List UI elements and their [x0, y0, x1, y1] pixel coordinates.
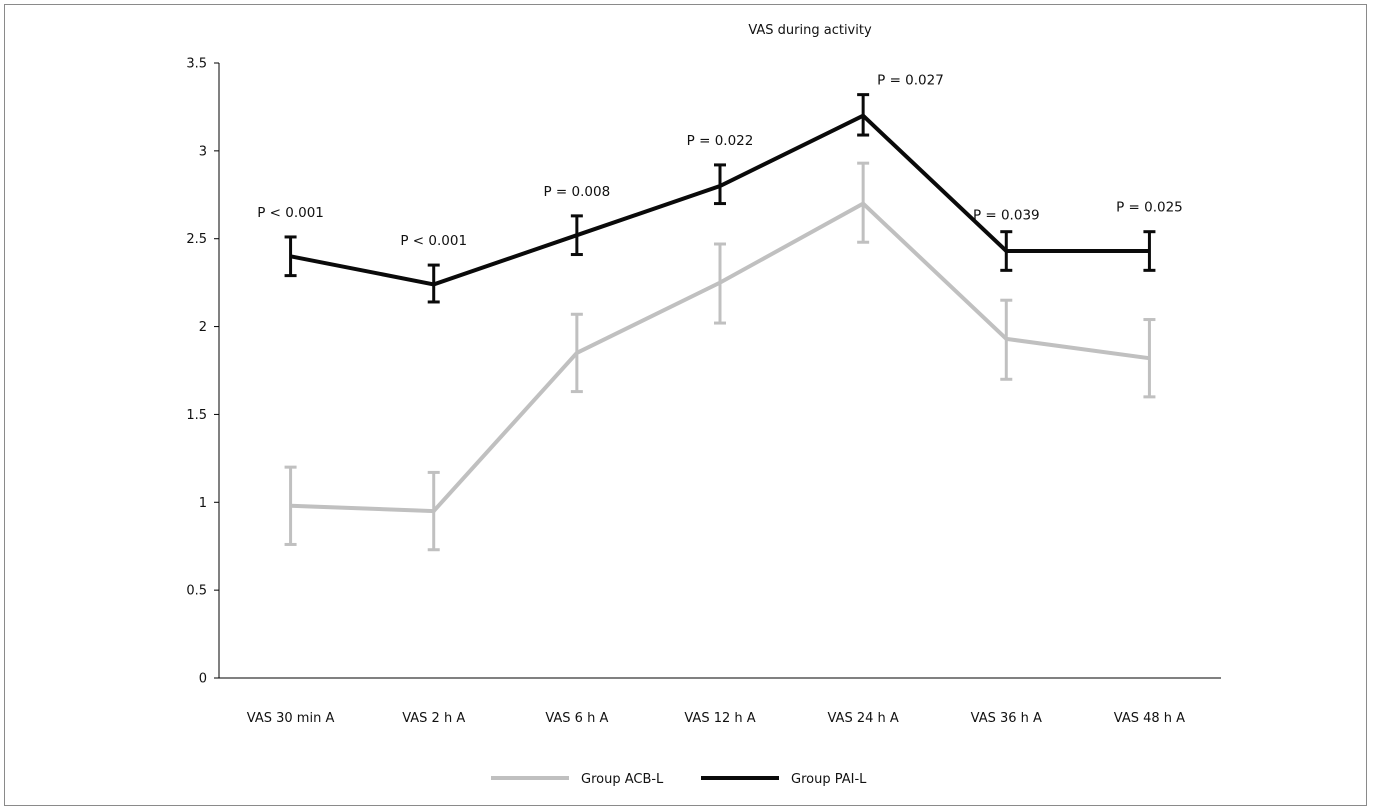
- x-tick-label: VAS 6 h A: [545, 711, 608, 726]
- error-bar: [1000, 230, 1013, 272]
- y-tick-labels: 0 0.5 1 1.5 2 2.5 3 3.5: [186, 57, 207, 687]
- y-tick-label: 3.5: [186, 57, 207, 72]
- legend-label: Group PAI-L: [791, 772, 867, 787]
- legend-item: Group PAI-L: [701, 772, 867, 787]
- x-tick-label: VAS 48 h A: [1114, 711, 1185, 726]
- p-value-label: P = 0.027: [877, 73, 944, 89]
- error-bar: [570, 312, 583, 394]
- p-value-label: P = 0.022: [687, 133, 754, 149]
- error-bar: [1143, 230, 1156, 272]
- error-bar: [714, 163, 726, 206]
- y-tick-label: 0: [199, 672, 207, 687]
- x-tick-label: VAS 12 h A: [684, 711, 755, 726]
- axes: [214, 62, 1221, 679]
- x-tick-label: VAS 36 h A: [971, 711, 1042, 726]
- series-group-acb-l: [284, 161, 1156, 552]
- legend: Group ACB-L Group PAI-L: [491, 772, 867, 787]
- x-tick-label: VAS 2 h A: [402, 711, 465, 726]
- x-tick-labels: VAS 30 min A VAS 2 h A VAS 6 h A VAS 12 h A…: [247, 711, 1185, 726]
- p-value-label: P = 0.008: [544, 184, 611, 200]
- y-tick-label: 2.5: [186, 232, 207, 247]
- error-bar: [427, 470, 440, 552]
- chart-title: VAS during activity: [748, 23, 872, 38]
- legend-item: Group ACB-L: [491, 772, 664, 787]
- p-value-label: P < 0.001: [257, 205, 324, 221]
- error-bar: [284, 465, 297, 546]
- error-bar: [570, 214, 583, 257]
- p-value-label: P = 0.039: [973, 208, 1040, 224]
- series-group-pai-l: [284, 93, 1156, 304]
- error-bar: [1143, 318, 1156, 399]
- error-bar: [1000, 298, 1013, 381]
- chart-frame: VAS during activity 0 0.5 1 1.5 2 2.5 3 3.5 VAS…: [4, 4, 1367, 806]
- p-value-label: P = 0.025: [1116, 200, 1183, 216]
- line-chart: VAS during activity 0 0.5 1 1.5 2 2.5 3 3.5 VAS…: [186, 23, 1221, 787]
- y-tick-label: 1: [199, 496, 207, 511]
- legend-label: Group ACB-L: [581, 772, 664, 787]
- y-tick-label: 3: [199, 144, 207, 159]
- error-bar: [284, 235, 297, 278]
- p-value-annotations: P < 0.001 P < 0.001 P = 0.008 P = 0.022 P = …: [257, 73, 1183, 249]
- x-tick-label: VAS 30 min A: [247, 711, 335, 726]
- error-bar: [857, 93, 870, 137]
- error-bar: [427, 263, 440, 304]
- p-value-label: P < 0.001: [400, 233, 467, 249]
- series-layer: [284, 93, 1156, 552]
- error-bar: [857, 161, 870, 244]
- y-tick-label: 0.5: [186, 584, 207, 599]
- y-tick-label: 2: [199, 320, 207, 335]
- y-tick-label: 1.5: [186, 408, 207, 423]
- x-tick-label: VAS 24 h A: [828, 711, 899, 726]
- error-bar: [714, 242, 726, 325]
